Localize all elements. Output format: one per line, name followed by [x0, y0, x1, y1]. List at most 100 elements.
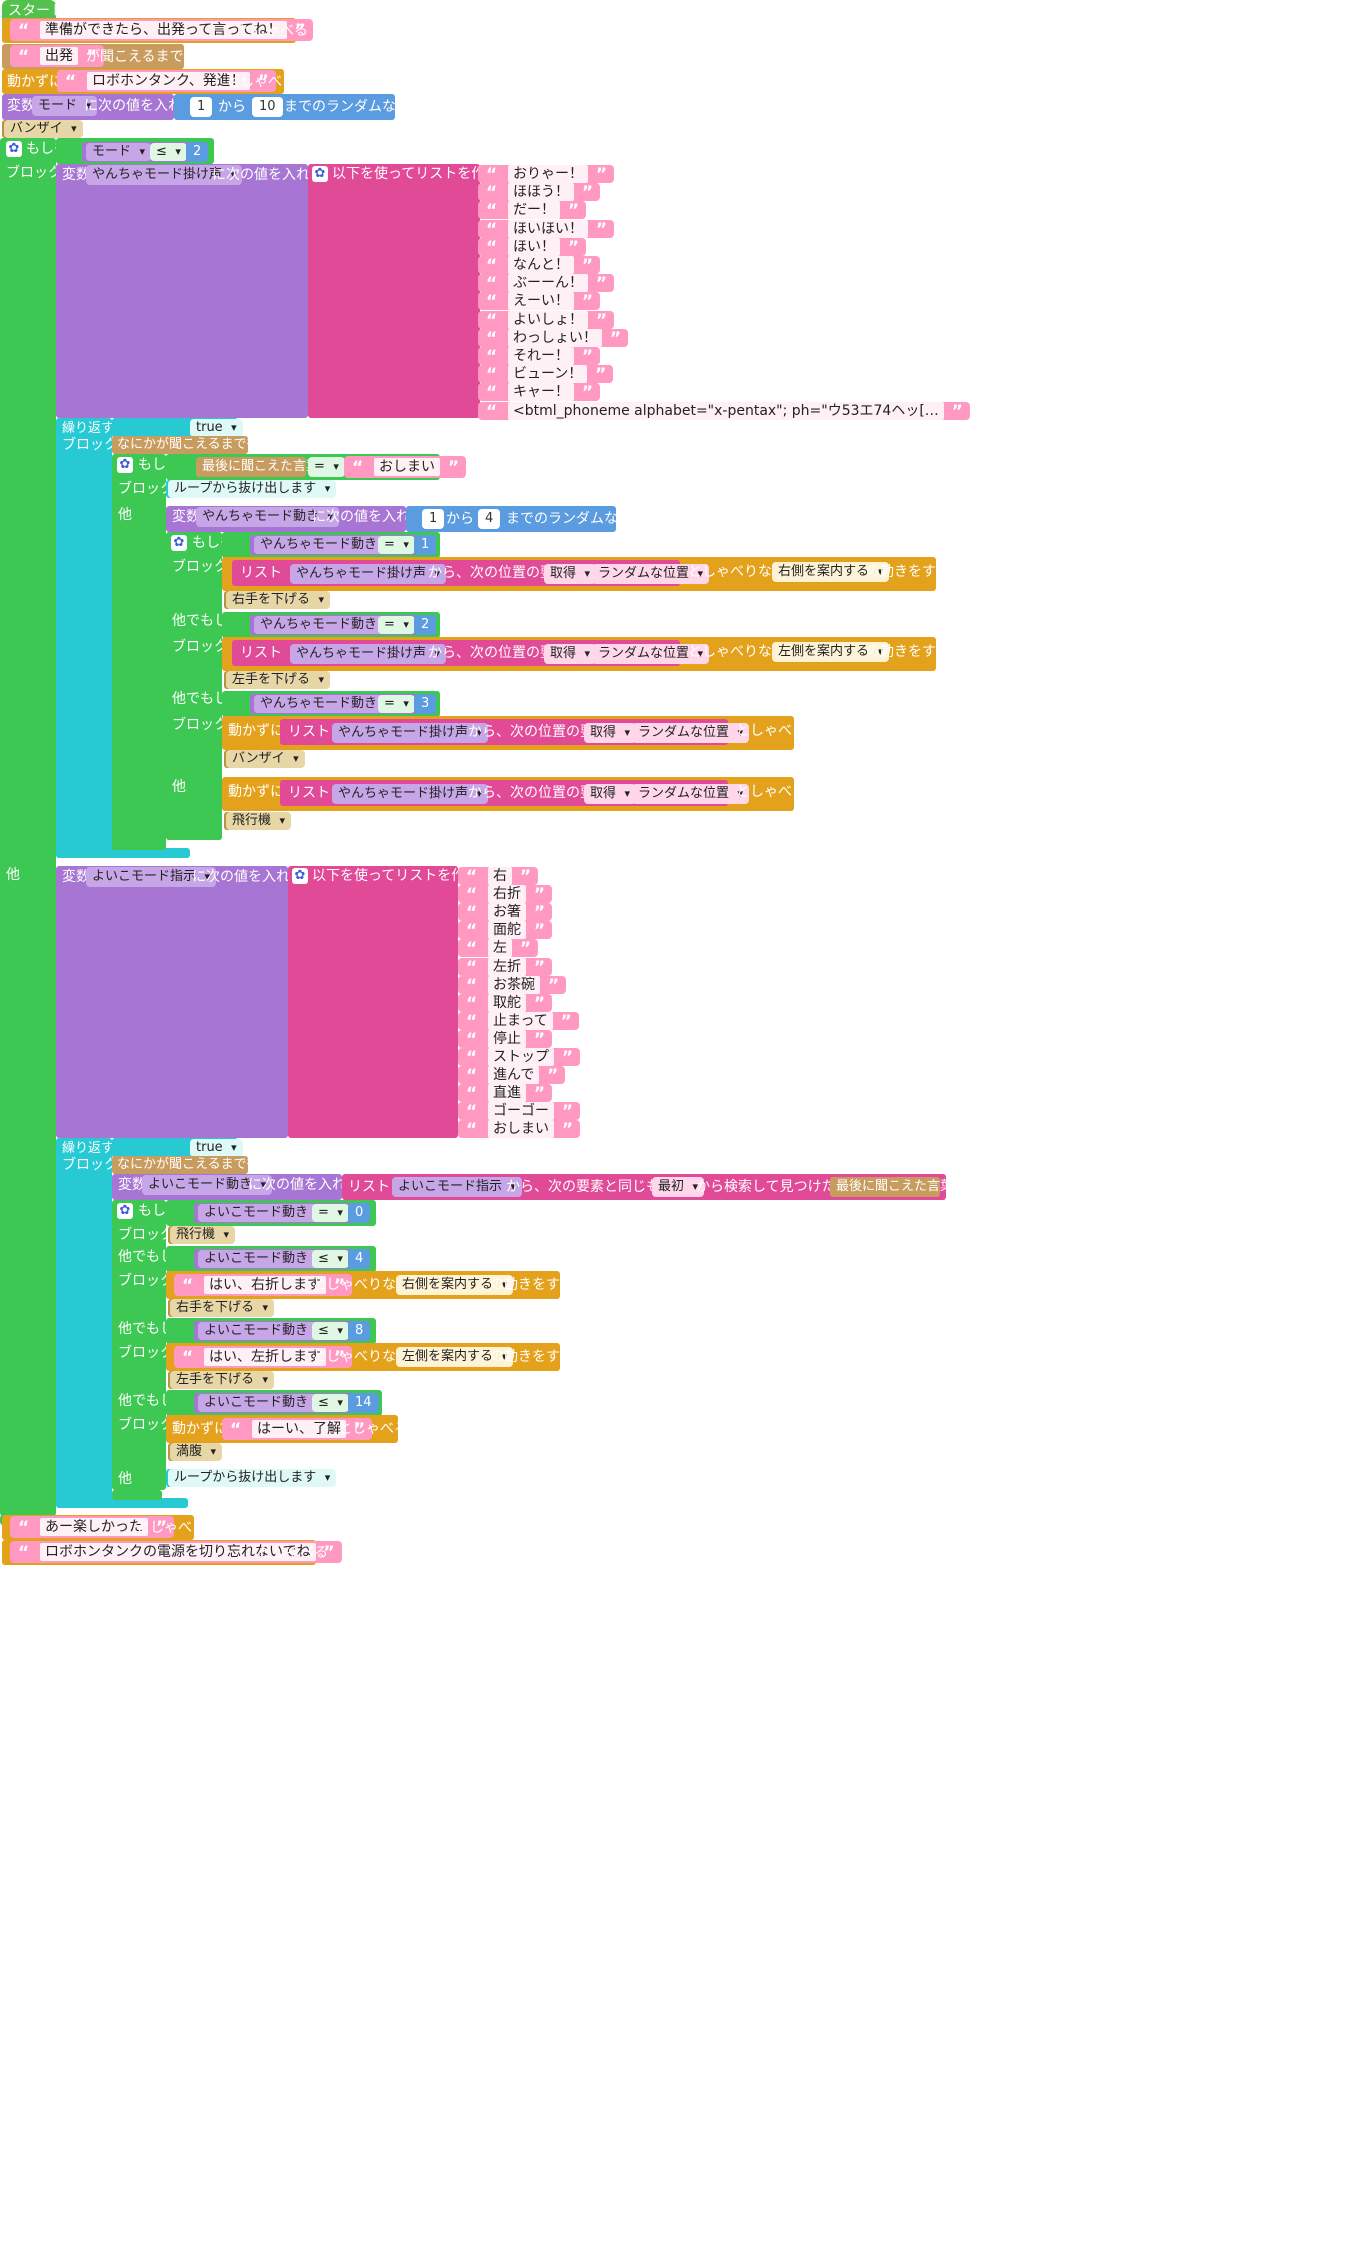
- wait-any-block[interactable]: なにかが聞こえるまで待つ: [112, 436, 273, 454]
- operator-dropdown[interactable]: =: [378, 536, 415, 554]
- operator-dropdown[interactable]: ≤: [150, 143, 187, 161]
- text-input-left-turn[interactable]: はい、左折します: [174, 1346, 352, 1369]
- yoiko-list-item[interactable]: おしまい: [458, 1120, 580, 1139]
- number-input[interactable]: 3: [414, 694, 437, 714]
- yoiko-list-item[interactable]: ストップ: [458, 1048, 580, 1067]
- repeat-while-block-yancha[interactable]: 繰り返す：続ける条件 ブロック: [56, 418, 192, 858]
- get-dropdown[interactable]: 取得: [584, 784, 637, 804]
- yancha-list-item[interactable]: ほいほい！: [478, 219, 614, 239]
- number-input[interactable]: 0: [348, 1203, 371, 1223]
- yancha-list-item[interactable]: だー！: [478, 201, 586, 220]
- start-hat-block[interactable]: スタート: [2, 0, 64, 22]
- break-dropdown[interactable]: ループから抜け出します: [168, 1469, 337, 1487]
- still-say-list-block[interactable]: 動かずに リスト やんちゃモード掛け声 から、次の位置の要素を 取得 ランダムな…: [222, 716, 806, 750]
- set-variable-yancha-voice[interactable]: 変数 やんちゃモード掛け声 に次の値を入れる: [56, 164, 324, 418]
- operator-dropdown[interactable]: ≤: [312, 1322, 349, 1340]
- variable-dropdown[interactable]: やんちゃモード動き: [196, 507, 340, 527]
- guide-dropdown[interactable]: 左側を案内する: [396, 1347, 514, 1367]
- gear-icon[interactable]: ✿: [117, 457, 133, 473]
- still-say-list-block-else[interactable]: 動かずに リスト やんちゃモード掛け声 から、次の位置の要素を 取得 ランダムな…: [222, 777, 806, 811]
- motion-dropdown[interactable]: 満腹: [170, 1443, 223, 1461]
- motion-block-banzai[interactable]: バンザイ: [224, 750, 305, 768]
- list-get-block[interactable]: リスト やんちゃモード掛け声 から、次の位置の要素を 取得 ランダムな位置: [280, 719, 750, 745]
- text-input-ok[interactable]: はーい、了解: [222, 1418, 372, 1441]
- number-input[interactable]: 4: [348, 1249, 371, 1269]
- motion-block-banzai[interactable]: バンザイ: [2, 120, 83, 138]
- operator-dropdown[interactable]: =: [378, 695, 415, 713]
- number-input-from[interactable]: 1: [422, 509, 445, 529]
- variable-dropdown[interactable]: よいこモード指示: [392, 1177, 523, 1197]
- motion-block-left-down[interactable]: 左手を下げる: [168, 1371, 275, 1389]
- yoiko-list-item[interactable]: 左: [458, 939, 538, 958]
- text-input-ready[interactable]: 準備ができたら、出発って言ってね！: [10, 19, 313, 42]
- variable-dropdown[interactable]: よいこモード指示: [86, 867, 217, 887]
- compare-block[interactable]: よいこモード動き ≤ 14: [194, 1393, 379, 1413]
- number-input[interactable]: 2: [186, 142, 209, 162]
- yancha-list-item[interactable]: <btml_phoneme alphabet="x-pentax"; ph="ウ…: [478, 401, 970, 421]
- yoiko-list-item[interactable]: 左折: [458, 957, 552, 977]
- text-input-launch[interactable]: ロボホンタンク、発進！: [57, 70, 276, 93]
- operator-dropdown[interactable]: =: [312, 1204, 349, 1222]
- yancha-list-item[interactable]: それー！: [478, 347, 600, 366]
- compare-block[interactable]: よいこモード動き ≤ 8: [194, 1321, 371, 1341]
- variable-dropdown[interactable]: やんちゃモード動き: [254, 536, 398, 554]
- yancha-list-item[interactable]: キャー！: [478, 383, 600, 402]
- random-int-block[interactable]: 1 から 4 までのランダムな整数: [406, 506, 646, 532]
- variable-dropdown[interactable]: やんちゃモード掛け声: [290, 564, 447, 584]
- still-say-block[interactable]: 動かずに ロボホンタンク、発進！ としゃべる: [2, 69, 296, 94]
- variable-dropdown[interactable]: やんちゃモード掛け声: [332, 723, 489, 743]
- position-dropdown[interactable]: ランダムな位置: [592, 564, 710, 584]
- operator-dropdown[interactable]: ≤: [312, 1250, 349, 1268]
- variable-dropdown[interactable]: やんちゃモード掛け声: [86, 165, 243, 185]
- motion-block-full[interactable]: 満腹: [168, 1443, 223, 1461]
- say-with-motion-block-left[interactable]: リスト やんちゃモード掛け声 から、次の位置の要素を 取得 ランダムな位置 とし…: [222, 637, 950, 671]
- get-dropdown[interactable]: 取得: [544, 644, 597, 664]
- gear-icon[interactable]: ✿: [292, 868, 308, 884]
- number-input[interactable]: 14: [348, 1393, 379, 1413]
- text-input-depart[interactable]: 出発: [10, 45, 104, 68]
- position-dropdown[interactable]: ランダムな位置: [592, 644, 710, 664]
- variable-dropdown[interactable]: やんちゃモード動き: [254, 695, 398, 713]
- variable-dropdown-mode[interactable]: モード: [32, 96, 98, 116]
- break-loop-block[interactable]: ループから抜け出します: [166, 1469, 337, 1487]
- if-elseif-block-yoiko[interactable]: ✿ もしも ブロック 他でもしも ブロック 他でもしも ブロック 他でもしも ブ…: [112, 1200, 188, 1490]
- yoiko-list-item[interactable]: ゴーゴー: [458, 1102, 580, 1121]
- text-input-oshimai[interactable]: おしまい: [344, 456, 466, 479]
- operator-dropdown[interactable]: =: [378, 616, 415, 634]
- motion-block-left-down[interactable]: 左手を下げる: [224, 671, 331, 689]
- set-variable-mode-block[interactable]: 変数 モード に次の値を入れる: [2, 94, 196, 120]
- yoiko-list-item[interactable]: 取舵: [458, 993, 552, 1013]
- motion-dropdown[interactable]: 右手を下げる: [226, 591, 331, 609]
- gear-icon[interactable]: ✿: [117, 1203, 133, 1219]
- random-int-block[interactable]: 1 から 10 までのランダムな整数: [174, 94, 424, 120]
- true-dropdown[interactable]: true: [190, 1139, 243, 1157]
- variable-dropdown[interactable]: よいこモード動き: [198, 1204, 329, 1222]
- compare-block[interactable]: やんちゃモード動き = 1: [250, 535, 437, 555]
- variable-dropdown[interactable]: やんちゃモード掛け声: [290, 644, 447, 664]
- number-input[interactable]: 2: [414, 615, 437, 635]
- compare-block[interactable]: よいこモード動き = 0: [194, 1203, 371, 1223]
- say-block-fun[interactable]: あー楽しかった としゃべる: [2, 1515, 206, 1540]
- true-dropdown[interactable]: true: [190, 419, 243, 437]
- set-variable-yoiko-instr[interactable]: 変数 よいこモード指示 に次の値を入れる: [56, 866, 304, 1138]
- say-with-motion-left-turn[interactable]: はい、左折します としゃべりながら 左側を案内する の動きをする: [166, 1343, 574, 1371]
- yoiko-list-item[interactable]: お箸: [458, 903, 552, 922]
- say-block-power-off[interactable]: ロボホンタンクの電源を切り忘れないでね としゃべる: [2, 1540, 342, 1565]
- gear-icon[interactable]: ✿: [312, 166, 328, 182]
- list-get-block[interactable]: リスト やんちゃモード掛け声 から、次の位置の要素を 取得 ランダムな位置: [232, 560, 710, 586]
- yancha-list-item[interactable]: ほい！: [478, 237, 586, 257]
- variable-dropdown[interactable]: よいこモード動き: [198, 1322, 329, 1340]
- motion-dropdown[interactable]: バンザイ: [226, 750, 305, 768]
- number-input[interactable]: 1: [414, 535, 437, 555]
- first-dropdown[interactable]: 最初: [652, 1177, 705, 1197]
- yoiko-list-item[interactable]: 進んで: [458, 1066, 566, 1085]
- number-input[interactable]: 8: [348, 1321, 371, 1341]
- yancha-list-item[interactable]: なんと！: [478, 256, 600, 275]
- motion-block-right-down[interactable]: 右手を下げる: [224, 591, 331, 609]
- create-list-block[interactable]: ✿ 以下を使ってリストを作成：: [308, 164, 513, 418]
- operator-dropdown[interactable]: =: [308, 457, 345, 477]
- if-else-block-main[interactable]: ✿ もしも ブロック 他: [0, 138, 68, 1516]
- if-else-block-heard[interactable]: ✿ もしも ブロック 他: [112, 454, 180, 850]
- yoiko-list-item[interactable]: 右折: [458, 885, 552, 904]
- compare-block[interactable]: よいこモード動き ≤ 4: [194, 1249, 371, 1269]
